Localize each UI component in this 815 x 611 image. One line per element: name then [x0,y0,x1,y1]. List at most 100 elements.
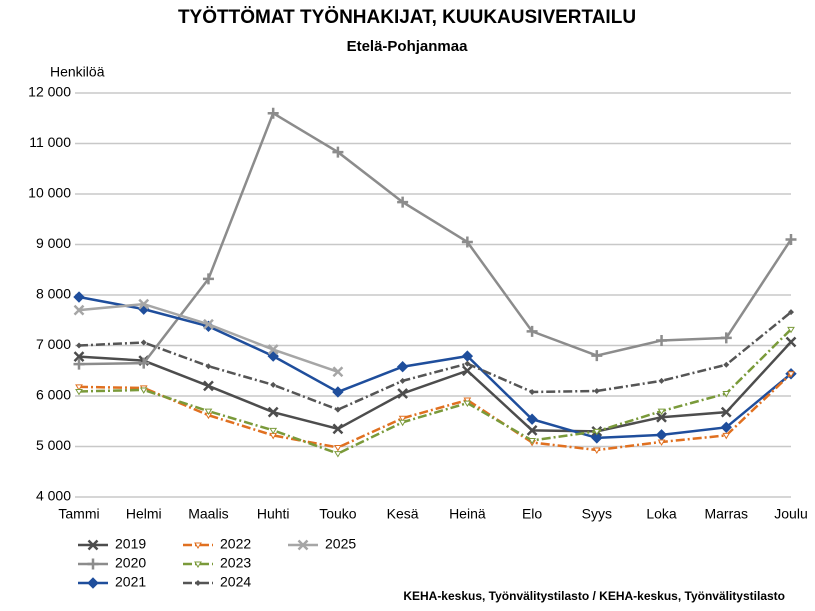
marker [397,388,409,399]
y-tick-label: 6 000 [36,387,71,403]
legend-label: 2020 [115,555,146,571]
marker [656,411,667,423]
marker [526,424,538,436]
marker [463,400,472,408]
legend-label: 2023 [220,555,251,571]
marker [203,318,214,330]
marker [195,580,201,586]
marker [526,325,538,337]
marker [785,336,797,348]
marker [591,432,603,444]
y-tick-label: 4 000 [36,488,71,504]
legend-label: 2022 [220,536,251,552]
marker [332,366,344,378]
series-line [78,341,792,433]
marker [334,445,342,452]
marker [398,419,407,427]
marker [657,408,666,416]
marker [787,326,795,334]
series-line [78,328,792,455]
marker [720,332,732,344]
series-line [78,372,792,452]
marker [87,558,99,570]
marker [461,236,473,248]
marker [204,408,213,416]
marker [463,397,472,405]
marker [529,388,536,395]
x-tick-label: Heinä [449,506,486,522]
marker [202,273,214,285]
marker [73,304,85,316]
marker [399,377,406,384]
x-tick-label: Helmi [126,506,162,522]
y-tick-label: 7 000 [36,336,71,352]
marker [787,371,795,378]
marker [87,539,99,551]
series-line [78,295,792,440]
marker [722,390,731,398]
x-tick-label: Huhti [257,506,290,522]
legend-label: 2025 [325,536,356,552]
marker [591,350,603,362]
marker [592,447,601,455]
marker [528,437,536,445]
y-tick-label: 9 000 [36,235,71,251]
marker [656,334,668,346]
marker [205,363,212,370]
marker [138,357,150,369]
marker [297,539,309,551]
legend-label: 2021 [115,574,146,590]
chart-subtitle: Etelä-Pohjanmaa [347,38,469,55]
marker [194,542,202,549]
marker [334,406,341,413]
source: KEHA-keskus, Työnvälitystilasto / KEHA-k… [403,589,785,603]
marker [655,429,668,441]
y-tick-label: 5 000 [36,437,71,453]
y-tick-label: 12 000 [28,84,71,100]
marker [593,387,600,394]
marker [720,421,732,434]
y-tick-label: 11 000 [29,134,71,150]
marker [526,413,538,425]
series-line [78,111,793,366]
marker [75,388,83,396]
marker [76,342,82,349]
x-tick-label: Elo [522,506,542,522]
marker [267,406,279,418]
x-tick-label: Loka [646,506,677,522]
x-tick-label: Kesä [387,506,419,522]
marker [657,439,666,446]
marker [269,427,278,435]
marker [464,360,471,367]
legend-label: 2024 [220,574,251,590]
marker [461,365,473,377]
marker [139,387,148,394]
marker [723,361,730,368]
marker [592,428,601,436]
marker [203,380,214,392]
marker [334,451,342,458]
legend-label: 2019 [115,536,146,552]
x-tick-label: Maalis [188,506,228,522]
x-tick-label: Touko [319,506,357,522]
marker [267,107,279,119]
x-tick-label: Joulu [774,506,807,522]
marker [140,339,147,346]
x-tick-label: Syys [582,506,612,522]
marker [332,146,344,158]
series-line [78,311,792,411]
marker [397,196,409,208]
marker [270,381,277,388]
marker [332,423,344,435]
marker [332,386,344,398]
marker [658,377,665,384]
y-tick-label: 10 000 [28,185,71,201]
marker [75,384,83,391]
marker [87,577,99,589]
marker [785,233,797,245]
marker [194,561,202,568]
x-tick-label: Tammi [58,506,99,522]
chart-title: TYÖTTÖMAT TYÖNHAKIJAT, KUUKAUSIVERTAILU [178,7,636,28]
y-tick-label: 8 000 [36,286,71,302]
